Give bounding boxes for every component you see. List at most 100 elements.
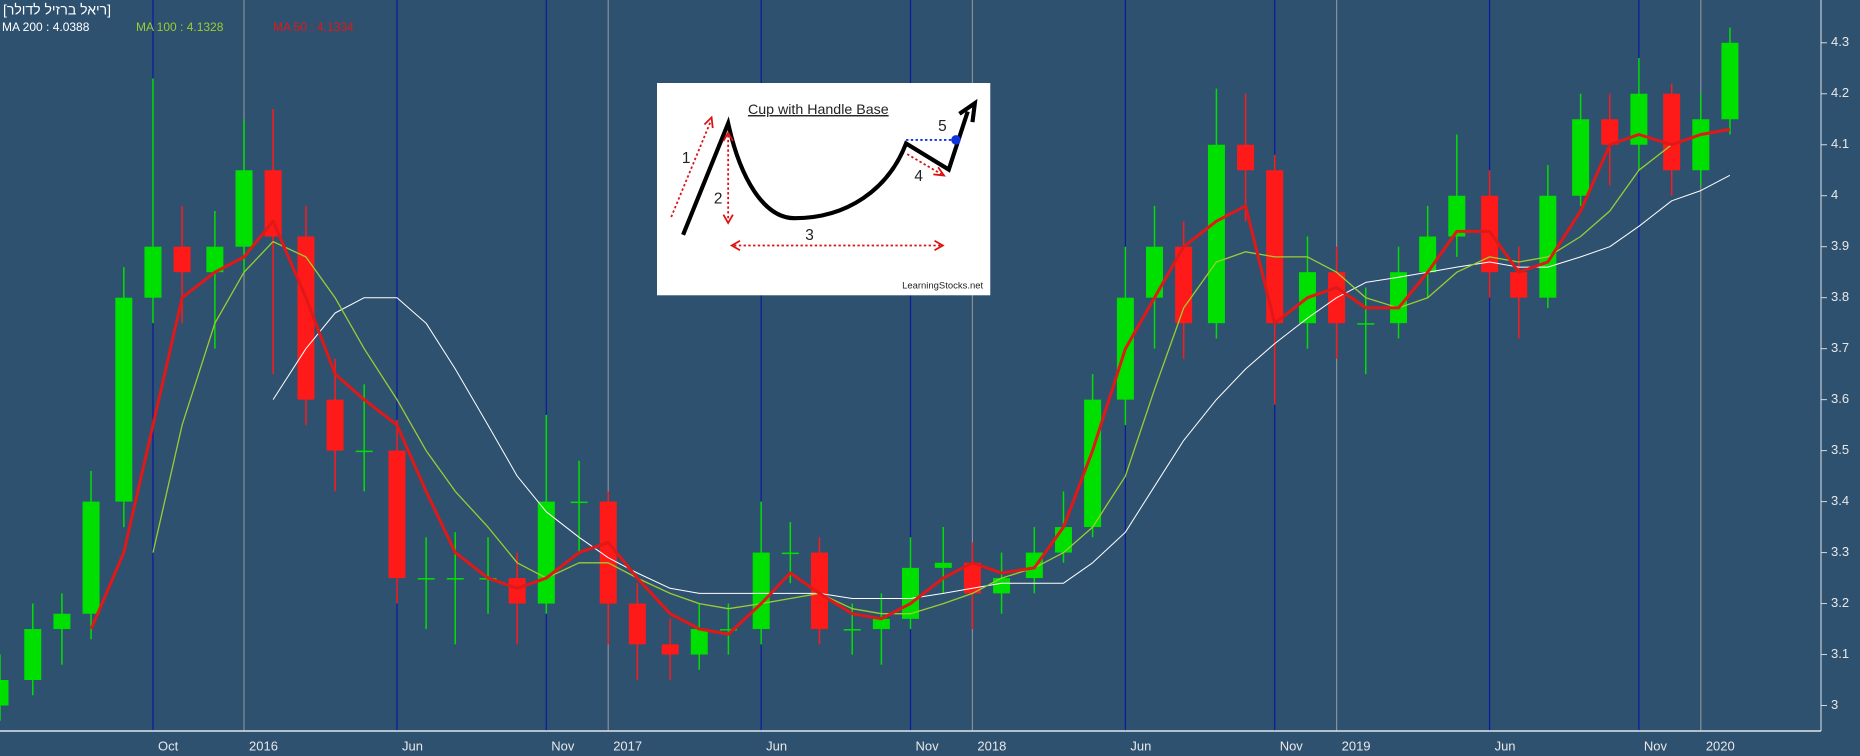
candle-body [719, 629, 737, 631]
candle-body [82, 501, 100, 614]
y-tick-label: 4 [1831, 187, 1838, 202]
candle-body [752, 552, 770, 630]
y-tick-label: 4.3 [1831, 34, 1849, 49]
candle-body [843, 629, 861, 631]
candle-body [963, 562, 981, 594]
candle-body [781, 552, 799, 555]
ma-line [89, 127, 1731, 636]
arrow-4 [906, 153, 943, 176]
ma-line [152, 128, 1731, 615]
y-tick-label: 3.7 [1831, 340, 1849, 355]
y-tick-label: 3.3 [1831, 544, 1849, 559]
step-label: 1 [682, 150, 691, 167]
step-label: 2 [714, 190, 723, 207]
candle-body [628, 603, 646, 645]
candle-body [993, 578, 1011, 594]
candle-body [1481, 195, 1499, 273]
candle-body [235, 170, 253, 247]
x-tick-label: Jun [766, 738, 787, 753]
arrow-head [958, 98, 978, 123]
x-tick-label: Jun [1495, 738, 1516, 753]
candle-body [1207, 144, 1225, 324]
legend-entry: MA 50 : 4.1334 [273, 20, 354, 34]
candle-body [1390, 272, 1408, 324]
candle-body [1663, 93, 1681, 171]
candle-body [264, 170, 282, 237]
candle-body [1721, 42, 1739, 120]
arrow-1 [670, 121, 712, 218]
arrow-3-heads [729, 239, 945, 251]
y-tick-label: 3.8 [1831, 289, 1849, 304]
candle-body [115, 297, 133, 502]
cup-shape [681, 110, 970, 236]
x-tick-label: 2018 [977, 738, 1006, 753]
candle-body [1084, 399, 1102, 528]
candle-body [1237, 144, 1255, 171]
candle-body [1539, 195, 1557, 298]
step-label: 3 [805, 227, 814, 244]
candle-body [872, 618, 890, 630]
candle-body [1054, 527, 1072, 553]
x-tick-label: 2016 [249, 738, 278, 753]
ma-line [272, 174, 1731, 599]
candle-body [1692, 119, 1710, 171]
legend: MA 200 : 4.0388 MA 100 : 4.1328 MA 50 : 4.… [2, 20, 354, 34]
breakout-point [951, 135, 961, 145]
y-tick-label: 3.9 [1831, 238, 1849, 253]
inset-diagram: Cup with Handle Base 1 2 3 4 5 LearningS… [657, 83, 991, 296]
chart-title: [ריאל ברזיל לדולר] [3, 2, 111, 18]
y-tick-label: 3 [1831, 697, 1838, 712]
candle-body [1357, 323, 1375, 325]
candle-body [1175, 246, 1193, 324]
x-tick-label: 2017 [613, 738, 642, 753]
step-label: 5 [938, 118, 947, 135]
candle-body [599, 501, 617, 604]
candle-body [810, 552, 828, 630]
candle-body [1146, 246, 1164, 298]
y-tick-label: 3.1 [1831, 646, 1849, 661]
candle-body [1572, 119, 1590, 196]
candle-body [417, 578, 435, 580]
x-tick-label: Oct [158, 738, 179, 753]
legend-entry: MA 200 : 4.0388 [2, 20, 90, 34]
plot-area [0, 27, 1739, 721]
candle-body [297, 236, 315, 400]
candle-body [446, 578, 464, 580]
inset-credit: LearningStocks.net [902, 280, 983, 291]
y-tick-label: 4.2 [1831, 85, 1849, 100]
candle-body [24, 629, 42, 681]
candle-body [690, 629, 708, 655]
candle-body [1601, 119, 1619, 145]
candle-body [355, 450, 373, 453]
candle-body [144, 246, 162, 298]
arrow-4-head [933, 166, 946, 177]
candle-body [1630, 93, 1648, 145]
candle-body [1266, 170, 1284, 324]
inset-title: Cup with Handle Base [748, 102, 889, 118]
x-tick-label: Nov [1280, 738, 1304, 753]
x-tick-label: Jun [402, 738, 423, 753]
x-tick-label: Nov [551, 738, 575, 753]
step-label: 4 [914, 168, 923, 185]
arrow-2-heads [722, 131, 734, 225]
candle-body [570, 501, 588, 504]
x-tick-label: 2020 [1706, 738, 1735, 753]
x-tick-label: Nov [916, 738, 940, 753]
candle-body [661, 644, 679, 655]
candle-body [173, 246, 191, 273]
candle-body [53, 613, 71, 630]
candle-body [326, 399, 344, 451]
x-tick-label: 2019 [1342, 738, 1371, 753]
legend-entry: MA 100 : 4.1328 [136, 20, 224, 34]
arrow-1-head [703, 115, 714, 129]
y-tick-label: 4.1 [1831, 136, 1849, 151]
x-tick-label: Jun [1130, 738, 1151, 753]
x-tick-label: Nov [1644, 738, 1668, 753]
candle-body [1419, 236, 1437, 273]
candle-body [1448, 195, 1466, 237]
candle-body [388, 450, 406, 579]
y-tick-label: 3.2 [1831, 595, 1849, 610]
y-tick-label: 3.6 [1831, 391, 1849, 406]
